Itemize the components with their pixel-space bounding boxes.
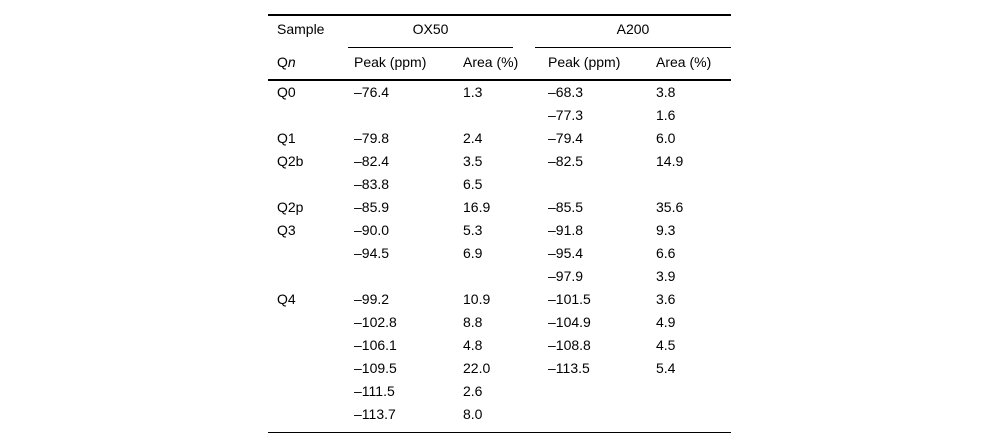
a200-peak-cell: –104.9 (548, 314, 591, 330)
ox50-area-cell (463, 104, 548, 127)
qn-cell (277, 380, 354, 403)
a200-area-cell: 5.4 (656, 360, 676, 376)
ox50-peak-cell: –76.4 (354, 84, 390, 100)
ox50-peak-column-header: Peak (ppm) (354, 54, 427, 70)
a200-peak-cell: –77.3 (548, 107, 584, 123)
a200-peak-cell: –95.4 (548, 245, 584, 261)
ox50-area-cell: 6.9 (463, 245, 483, 261)
ox50-peak-cell: –82.4 (354, 153, 390, 169)
qn-cell: Q3 (277, 222, 296, 238)
a200-peak-cell: –85.5 (548, 199, 584, 215)
ox50-peak-cell (354, 104, 463, 127)
table-bottom-rule (268, 431, 731, 434)
ox50-peak-cell: –83.8 (354, 176, 390, 192)
a200-area-cell: 6.6 (656, 245, 676, 261)
a200-area-cell: 6.0 (656, 130, 676, 146)
qn-cell: Q0 (277, 84, 296, 100)
ox50-area-cell: 4.8 (463, 337, 483, 353)
qn-cell (277, 334, 354, 357)
qn-cell: Q2b (277, 153, 304, 169)
a200-area-cell: 4.5 (656, 337, 676, 353)
qn-cell (277, 104, 354, 127)
ox50-area-cell: 10.9 (463, 291, 491, 307)
ox50-peak-cell: –79.8 (354, 130, 390, 146)
a200-area-cell (656, 380, 741, 403)
ox50-peak-cell: –85.9 (354, 199, 390, 215)
a200-area-cell: 3.8 (656, 84, 676, 100)
ox50-area-cell: 3.5 (463, 153, 483, 169)
a200-group-header: A200 (616, 21, 650, 37)
a200-area-cell: 14.9 (656, 153, 684, 169)
a200-area-cell (656, 403, 741, 426)
ox50-peak-cell: –99.2 (354, 291, 390, 307)
a200-peak-cell: –113.5 (548, 360, 590, 376)
ox50-area-cell: 2.4 (463, 130, 483, 146)
table-top-rule (268, 14, 731, 16)
qn-italic-n: n (287, 54, 296, 70)
ox50-area-cell (463, 265, 548, 288)
qn-cell (277, 403, 354, 426)
ox50-peak-cell: –90.0 (354, 222, 390, 238)
qn-cell (277, 311, 354, 334)
qn-cell (277, 357, 354, 380)
ox50-area-column-header: Area (%) (463, 54, 519, 70)
ox50-area-cell: 8.0 (463, 406, 483, 422)
a200-peak-column-header: Peak (ppm) (548, 54, 621, 70)
a200-peak-cell (548, 403, 656, 426)
ox50-peak-cell: –111.5 (354, 383, 395, 399)
a200-area-cell: 4.9 (656, 314, 676, 330)
qn-column-header: Qn (277, 54, 296, 70)
qn-cell: Q4 (277, 291, 296, 307)
qn-cell: Q2p (277, 199, 304, 215)
ox50-area-cell: 2.6 (463, 383, 483, 399)
ox50-area-cell: 8.8 (463, 314, 483, 330)
a200-peak-cell: –108.8 (548, 337, 591, 353)
a200-area-column-header: Area (%) (656, 54, 712, 70)
ox50-group-header: OX50 (412, 21, 449, 37)
a200-area-cell: 3.9 (656, 268, 676, 284)
a200-peak-cell: –82.5 (548, 153, 584, 169)
ox50-area-cell: 1.3 (463, 84, 483, 100)
qn-cell (277, 173, 354, 196)
a200-area-cell (656, 173, 741, 196)
ox50-group-rule (348, 46, 513, 48)
a200-peak-cell: –68.3 (548, 84, 584, 100)
ox50-peak-cell (354, 265, 463, 288)
a200-peak-cell (548, 380, 656, 403)
a200-area-cell: 35.6 (656, 199, 684, 215)
a200-area-cell: 3.6 (656, 291, 676, 307)
ox50-area-cell: 16.9 (463, 199, 491, 215)
a200-peak-cell (548, 173, 656, 196)
a200-area-cell: 1.6 (656, 107, 676, 123)
ox50-area-cell: 6.5 (463, 176, 483, 192)
qn-cell (277, 242, 354, 265)
ox50-peak-cell: –109.5 (354, 360, 397, 376)
ox50-area-cell: 22.0 (463, 360, 491, 376)
ox50-peak-cell: –102.8 (354, 314, 397, 330)
ox50-area-cell: 5.3 (463, 222, 483, 238)
ox50-peak-cell: –113.7 (354, 406, 396, 422)
header-divider-rule (268, 79, 731, 81)
a200-peak-cell: –91.8 (548, 222, 584, 238)
a200-area-cell: 9.3 (656, 222, 676, 238)
sample-header: Sample (277, 21, 325, 37)
a200-group-rule (535, 46, 731, 48)
a200-peak-cell: –97.9 (548, 268, 584, 284)
a200-peak-cell: –79.4 (548, 130, 584, 146)
ox50-peak-cell: –106.1 (354, 337, 397, 353)
a200-peak-cell: –101.5 (548, 291, 591, 307)
ox50-peak-cell: –94.5 (354, 245, 390, 261)
qn-cell (277, 265, 354, 288)
qn-cell: Q1 (277, 130, 296, 146)
column-header-row: Qn Peak (ppm) Area (%) Peak (ppm) Area (… (277, 54, 741, 70)
table-body: Q0 –76.4 1.3 –68.3 3.8 –77.3 1.6 Q1 –79.… (277, 81, 741, 426)
